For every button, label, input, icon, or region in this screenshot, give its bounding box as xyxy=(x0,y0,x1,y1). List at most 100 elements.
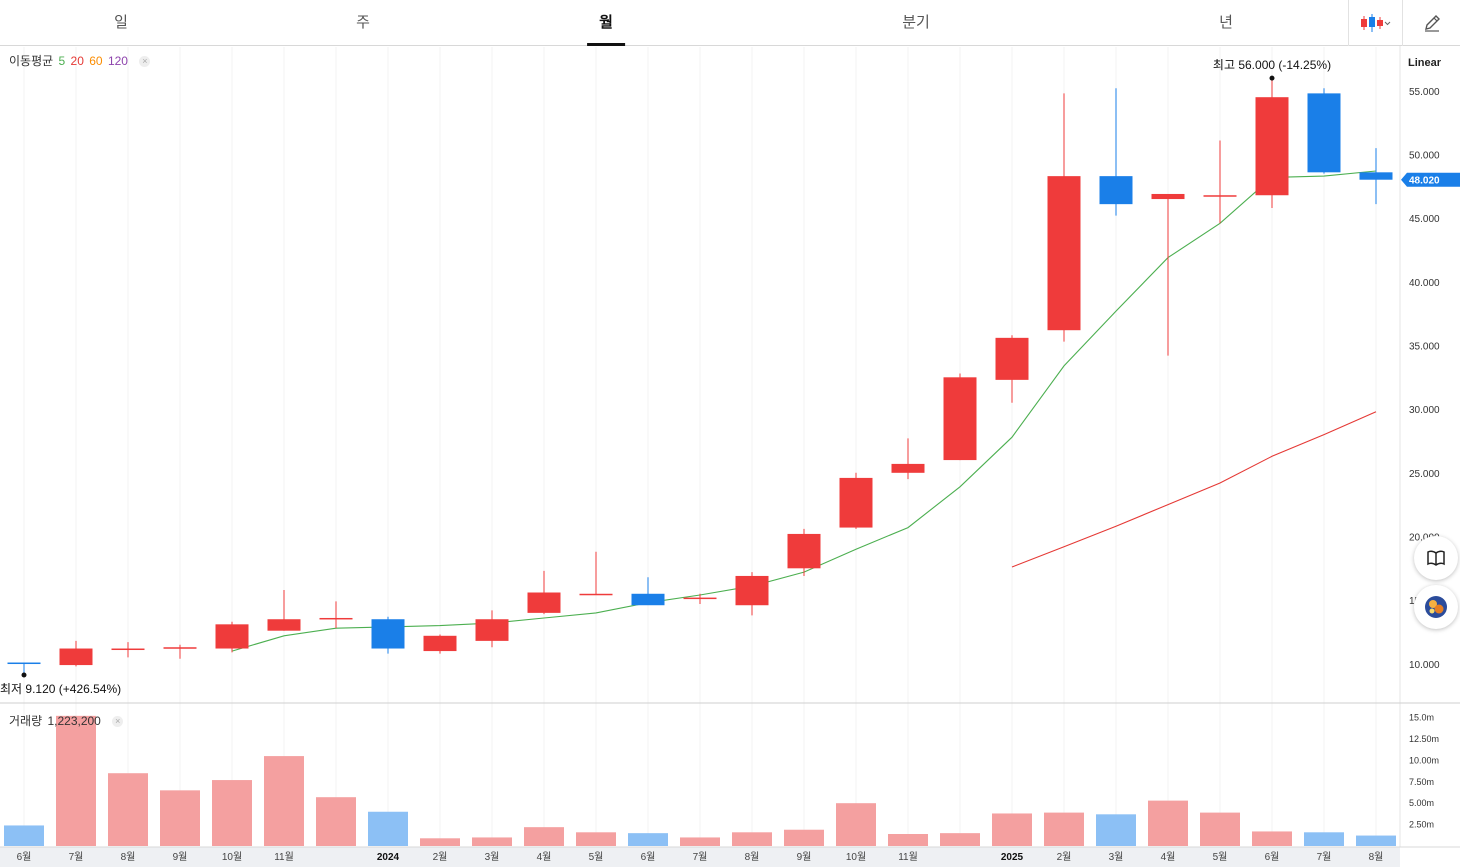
candle-body[interactable] xyxy=(1099,176,1133,205)
volume-bar[interactable] xyxy=(108,773,148,846)
candle-body[interactable] xyxy=(891,463,925,473)
book-button[interactable] xyxy=(1414,536,1458,580)
candle-body[interactable] xyxy=(475,619,509,641)
x-tick-label: 11월 xyxy=(274,851,294,863)
x-tick-label: 5월 xyxy=(589,851,604,863)
volume-legend-value: 1,223,200 xyxy=(47,714,101,728)
period-tab-bar: 일 주 월 분기 년 xyxy=(0,0,1460,46)
x-tick-label: 7월 xyxy=(69,851,84,863)
volume-bar[interactable] xyxy=(1148,800,1188,846)
high-marker-label: 최고 56.000 (-14.25%) xyxy=(1213,58,1331,72)
volume-tick-label: 7.50m xyxy=(1409,777,1434,787)
draw-tool-button[interactable] xyxy=(1402,0,1460,46)
candle-body[interactable] xyxy=(1151,193,1185,200)
tab-quarter[interactable]: 분기 xyxy=(902,14,930,31)
volume-tick-label: 5.00m xyxy=(1409,798,1434,808)
volume-bar[interactable] xyxy=(940,833,980,846)
ma-20-label: 20 xyxy=(70,54,84,68)
candle-body[interactable] xyxy=(1047,176,1081,331)
volume-bar[interactable] xyxy=(992,813,1032,846)
candle-body[interactable] xyxy=(943,377,977,461)
volume-bar[interactable] xyxy=(212,780,252,846)
volume-bar[interactable] xyxy=(420,838,460,846)
candle-body[interactable] xyxy=(839,477,873,528)
candle-body[interactable] xyxy=(1255,97,1289,196)
volume-bar[interactable] xyxy=(836,803,876,846)
ma-legend: 이동평균 5 20 60 120 × xyxy=(9,52,152,69)
tab-day[interactable]: 일 xyxy=(114,14,128,31)
volume-tick-label: 12.50m xyxy=(1409,734,1439,744)
candle-body[interactable] xyxy=(1307,93,1341,173)
volume-bar[interactable] xyxy=(160,790,200,846)
candle-body[interactable] xyxy=(787,533,821,569)
candle-body[interactable] xyxy=(371,619,405,649)
x-tick-label: 3월 xyxy=(1109,851,1124,863)
volume-bar[interactable] xyxy=(524,827,564,846)
candle-body[interactable] xyxy=(527,592,561,613)
candle-body[interactable] xyxy=(631,593,665,606)
volume-bar[interactable] xyxy=(316,797,356,846)
volume-bar[interactable] xyxy=(1200,812,1240,846)
y-tick-label: 35.000 xyxy=(1409,341,1440,352)
current-price-badge xyxy=(1401,172,1460,187)
x-tick-label: 8월 xyxy=(1369,851,1384,863)
price-chart[interactable]: 10.00015.00020.00025.00030.00035.00040.0… xyxy=(0,46,1460,867)
x-tick-label: 2025 xyxy=(1001,852,1024,863)
volume-bar[interactable] xyxy=(784,829,824,846)
candle-body[interactable] xyxy=(995,337,1029,380)
candle-body[interactable] xyxy=(1203,195,1237,197)
candle-body[interactable] xyxy=(1359,172,1393,180)
candle-body[interactable] xyxy=(579,593,613,596)
volume-bar[interactable] xyxy=(1356,835,1396,846)
volume-bar[interactable] xyxy=(888,834,928,846)
x-axis-band xyxy=(0,847,1400,867)
current-price-label: 48.020 xyxy=(1409,176,1440,187)
x-tick-label: 2월 xyxy=(433,851,448,863)
candle-body[interactable] xyxy=(683,597,717,600)
candle-body[interactable] xyxy=(111,648,145,651)
volume-bar[interactable] xyxy=(680,837,720,846)
tab-week[interactable]: 주 xyxy=(356,14,370,31)
y-tick-label: 50.000 xyxy=(1409,150,1440,161)
volume-bar[interactable] xyxy=(1044,812,1084,846)
volume-bar[interactable] xyxy=(576,832,616,846)
x-tick-label: 4월 xyxy=(1161,851,1176,863)
ma20-line xyxy=(1011,411,1377,568)
y-tick-label: 55.000 xyxy=(1409,87,1440,98)
avatar-button[interactable] xyxy=(1414,585,1458,629)
volume-bar[interactable] xyxy=(4,825,44,846)
ma-legend-close-icon[interactable]: × xyxy=(139,56,151,67)
volume-legend-close-icon[interactable]: × xyxy=(112,716,124,727)
scale-toggle-button[interactable]: Linear xyxy=(1408,57,1442,69)
x-tick-label: 5월 xyxy=(1213,851,1228,863)
candle-body[interactable] xyxy=(7,662,41,665)
volume-legend: 거래량 1,223,200 × xyxy=(9,712,125,729)
pencil-icon xyxy=(1425,15,1440,32)
volume-bar[interactable] xyxy=(1252,831,1292,846)
volume-bar[interactable] xyxy=(368,811,408,846)
volume-bar[interactable] xyxy=(628,833,668,846)
avatar-icon xyxy=(1425,596,1447,618)
volume-bar[interactable] xyxy=(56,715,96,846)
volume-bar[interactable] xyxy=(472,837,512,846)
candle-body[interactable] xyxy=(735,575,769,606)
candle-body[interactable] xyxy=(163,647,197,649)
candle-body[interactable] xyxy=(215,624,249,649)
volume-bar[interactable] xyxy=(1304,832,1344,846)
chart-type-button[interactable] xyxy=(1348,0,1401,46)
y-tick-label: 45.000 xyxy=(1409,214,1440,225)
x-tick-label: 7월 xyxy=(1317,851,1332,863)
x-tick-label: 2월 xyxy=(1057,851,1072,863)
x-tick-label: 3월 xyxy=(485,851,500,863)
volume-bar[interactable] xyxy=(732,832,772,846)
ma-legend-label: 이동평균 xyxy=(9,54,54,68)
volume-bar[interactable] xyxy=(264,756,304,846)
candle-body[interactable] xyxy=(59,648,93,666)
candle-body[interactable] xyxy=(267,619,301,631)
tab-month[interactable]: 월 xyxy=(587,0,625,46)
candle-body[interactable] xyxy=(423,635,457,652)
candle-body[interactable] xyxy=(319,617,353,620)
tab-year[interactable]: 년 xyxy=(1219,14,1233,31)
x-tick-label: 6월 xyxy=(641,851,656,863)
volume-bar[interactable] xyxy=(1096,814,1136,846)
